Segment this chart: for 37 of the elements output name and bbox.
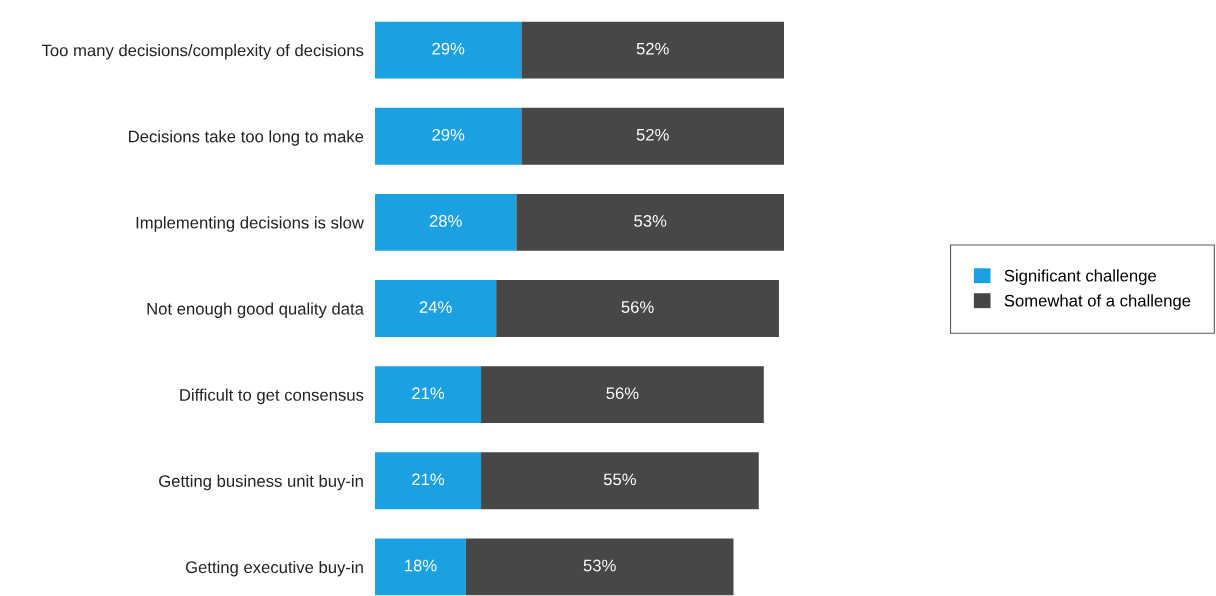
bar [375,366,482,424]
data-label: 29% [432,42,465,55]
data-label: 53% [583,559,616,572]
data-label: 24% [419,301,452,313]
data-label: 56% [621,301,654,313]
y-tick-label: Not enough good quality data [147,302,364,318]
y-tick-label: Getting business unit buy-in [159,474,363,491]
bar [496,280,779,337]
bar [375,538,466,596]
legend-label: Somewhat of a challenge [1004,294,1191,310]
y-tick-label: Difficult to get consensus [180,388,364,405]
bar [375,193,517,251]
bar [516,193,784,251]
bar [521,21,784,79]
bar [375,107,522,165]
bar [481,366,764,424]
data-label: 29% [432,128,465,141]
data-label: 55% [603,473,636,486]
data-label: 28% [429,215,462,227]
bar [481,452,759,510]
y-tick-label: Decisions take too long to make [129,130,364,146]
y-tick-label: Getting executive buy-in [185,560,363,577]
data-label: 21% [412,387,445,400]
data-label: 53% [634,215,667,227]
legend-label: Significant challenge [1004,269,1156,285]
data-label: 56% [606,387,639,400]
bar [521,107,784,165]
data-label: 21% [412,473,445,486]
bar [465,538,734,596]
data-label: 52% [636,42,669,55]
bar [375,280,497,337]
y-tick-label: Too many decisions/complexity of decisions [41,44,364,60]
y-tick-label: Implementing decisions is slow [136,216,364,232]
bar [375,21,522,79]
bar [375,452,482,510]
data-label: 52% [636,128,669,141]
data-label: 18% [405,559,437,572]
